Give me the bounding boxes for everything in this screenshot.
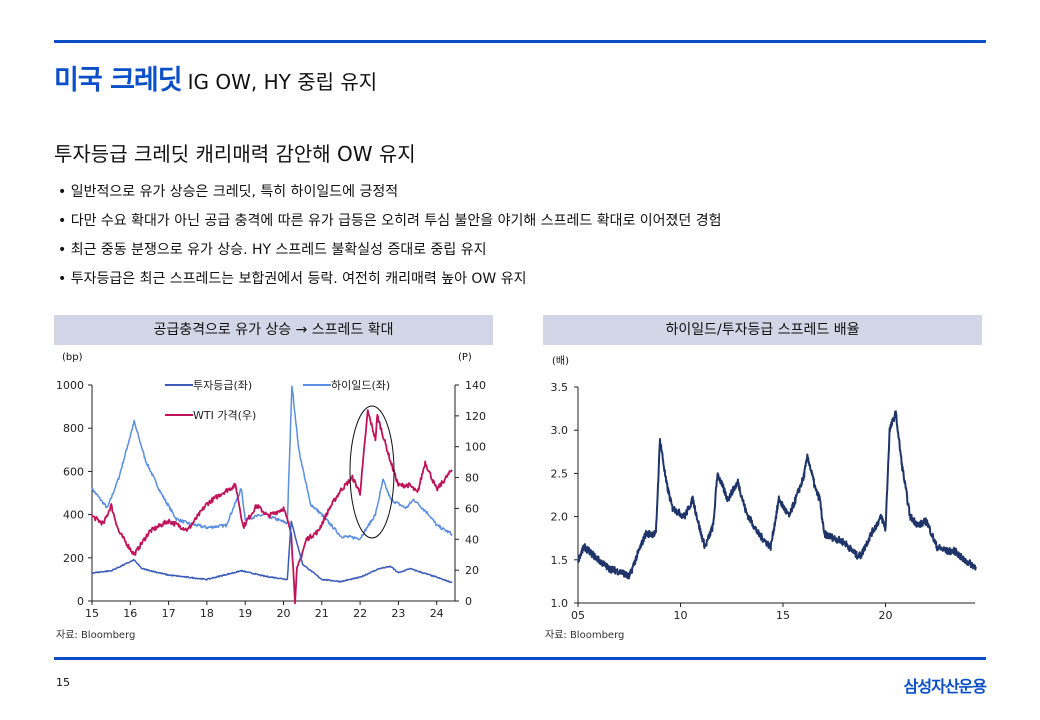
- y-tick-label: 1.5: [551, 554, 569, 567]
- y2-tick-label: 0: [465, 595, 472, 608]
- page-title: 미국 크레딧 IG OW, HY 중립 유지: [54, 58, 377, 97]
- legend-label: 투자등급(좌): [193, 379, 252, 392]
- chart2-source: 자료: Bloomberg: [545, 630, 625, 641]
- x-tick-label: 20: [277, 607, 291, 620]
- series-wti: [91, 409, 453, 605]
- x-tick-label: 18: [200, 607, 214, 620]
- bullet-item: 투자등급은 최근 스프레드는 보합권에서 등락. 여전히 캐리매력 높아 OW …: [58, 265, 722, 294]
- company-logo: 삼성자산운용: [903, 677, 987, 696]
- bullet-list: 일반적으로 유가 상승은 크레딧, 특히 하이일드에 긍정적 다만 수요 확대가…: [58, 178, 722, 294]
- bullet-item: 최근 중동 분쟁으로 유가 상승. HY 스프레드 불확실성 증대로 중립 유지: [58, 236, 722, 265]
- y-tick-label: 1000: [56, 379, 84, 392]
- y-tick-label: 1.0: [551, 597, 569, 610]
- y2-tick-label: 40: [465, 533, 479, 546]
- y-tick-label: 2.0: [551, 511, 569, 524]
- chart2-ylabel: (배): [552, 356, 570, 367]
- y2-tick-label: 80: [465, 472, 479, 485]
- x-tick-label: 19: [238, 607, 252, 620]
- y-tick-label: 400: [63, 509, 84, 522]
- y-tick-label: 600: [63, 465, 84, 478]
- top-rule: [54, 40, 986, 43]
- x-tick-label: 10: [674, 609, 688, 622]
- y2-tick-label: 60: [465, 502, 479, 515]
- bottom-rule: [54, 657, 986, 660]
- x-tick-label: 16: [123, 607, 137, 620]
- y-tick-label: 0: [77, 595, 84, 608]
- legend-label: WTI 가격(우): [193, 409, 256, 422]
- y-tick-label: 800: [63, 422, 84, 435]
- y2-tick-label: 20: [465, 564, 479, 577]
- x-tick-label: 23: [391, 607, 405, 620]
- series-investment-grade: [91, 520, 453, 584]
- legend-label: 하이일드(좌): [331, 378, 390, 392]
- x-tick-label: 20: [879, 609, 893, 622]
- chart2-title: 하이일드/투자등급 스프레드 배율: [543, 315, 982, 345]
- chart1-ylabel: (bp): [62, 352, 83, 363]
- x-tick-label: 05: [571, 609, 585, 622]
- y2-tick-label: 140: [465, 379, 486, 392]
- y2-tick-label: 100: [465, 441, 486, 454]
- x-tick-label: 24: [430, 607, 444, 620]
- bullet-item: 다만 수요 확대가 아닌 공급 충격에 따른 유가 급등은 오히려 투심 불안을…: [58, 207, 722, 236]
- chart1-y2label: (P): [458, 352, 472, 363]
- x-tick-label: 15: [776, 609, 790, 622]
- series-hy-ig-ratio: [577, 410, 977, 580]
- x-tick-label: 22: [353, 607, 367, 620]
- section-heading: 투자등급 크레딧 캐리매력 감안해 OW 유지: [54, 142, 416, 166]
- x-tick-label: 21: [315, 607, 329, 620]
- y2-tick-label: 120: [465, 410, 486, 423]
- x-tick-label: 15: [85, 607, 99, 620]
- title-sub: IG OW, HY 중립 유지: [187, 70, 378, 94]
- y-tick-label: 2.5: [551, 467, 569, 480]
- title-main: 미국 크레딧: [54, 65, 183, 96]
- bullet-item: 일반적으로 유가 상승은 크레딧, 특히 하이일드에 긍정적: [58, 178, 722, 207]
- y-tick-label: 3.0: [551, 424, 569, 437]
- chart1-source: 자료: Bloomberg: [56, 630, 136, 641]
- series-high-yield: [91, 385, 453, 541]
- page-number: 15: [56, 676, 70, 689]
- y-tick-label: 200: [63, 552, 84, 565]
- x-tick-label: 17: [162, 607, 176, 620]
- highlight-ellipse: [349, 405, 395, 539]
- y-tick-label: 3.5: [551, 381, 569, 394]
- chart1-title: 공급충격으로 유가 상승 → 스프레드 확대: [54, 315, 493, 345]
